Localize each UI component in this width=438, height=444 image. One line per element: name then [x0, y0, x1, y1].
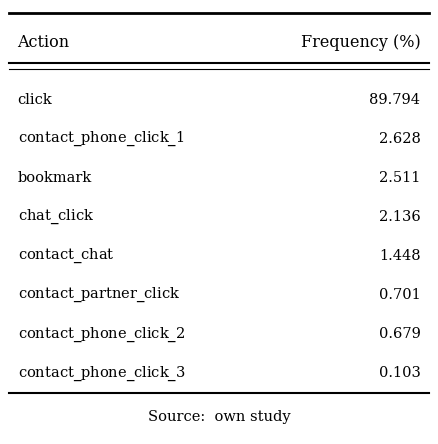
- Text: 0.103: 0.103: [378, 366, 420, 381]
- Text: bookmark: bookmark: [18, 171, 92, 185]
- Text: contact$\_$chat: contact$\_$chat: [18, 247, 114, 266]
- Text: 2.628: 2.628: [378, 132, 420, 146]
- Text: contact$\_$phone$\_$click$\_$3: contact$\_$phone$\_$click$\_$3: [18, 364, 185, 383]
- Text: Frequency (%): Frequency (%): [301, 34, 420, 51]
- Text: 2.511: 2.511: [379, 171, 420, 185]
- Text: Action: Action: [18, 34, 70, 51]
- Text: 0.701: 0.701: [379, 288, 420, 302]
- Text: click: click: [18, 93, 52, 107]
- Text: contact$\_$partner$\_$click: contact$\_$partner$\_$click: [18, 286, 180, 305]
- Text: contact$\_$phone$\_$click$\_$2: contact$\_$phone$\_$click$\_$2: [18, 325, 185, 344]
- Text: 1.448: 1.448: [379, 249, 420, 263]
- Text: 0.679: 0.679: [378, 327, 420, 341]
- Text: 2.136: 2.136: [379, 210, 420, 224]
- Text: chat$\_$click: chat$\_$click: [18, 208, 94, 226]
- Text: Source:  own study: Source: own study: [148, 410, 290, 424]
- Text: contact$\_$phone$\_$click$\_$1: contact$\_$phone$\_$click$\_$1: [18, 130, 184, 148]
- Text: 89.794: 89.794: [370, 93, 420, 107]
